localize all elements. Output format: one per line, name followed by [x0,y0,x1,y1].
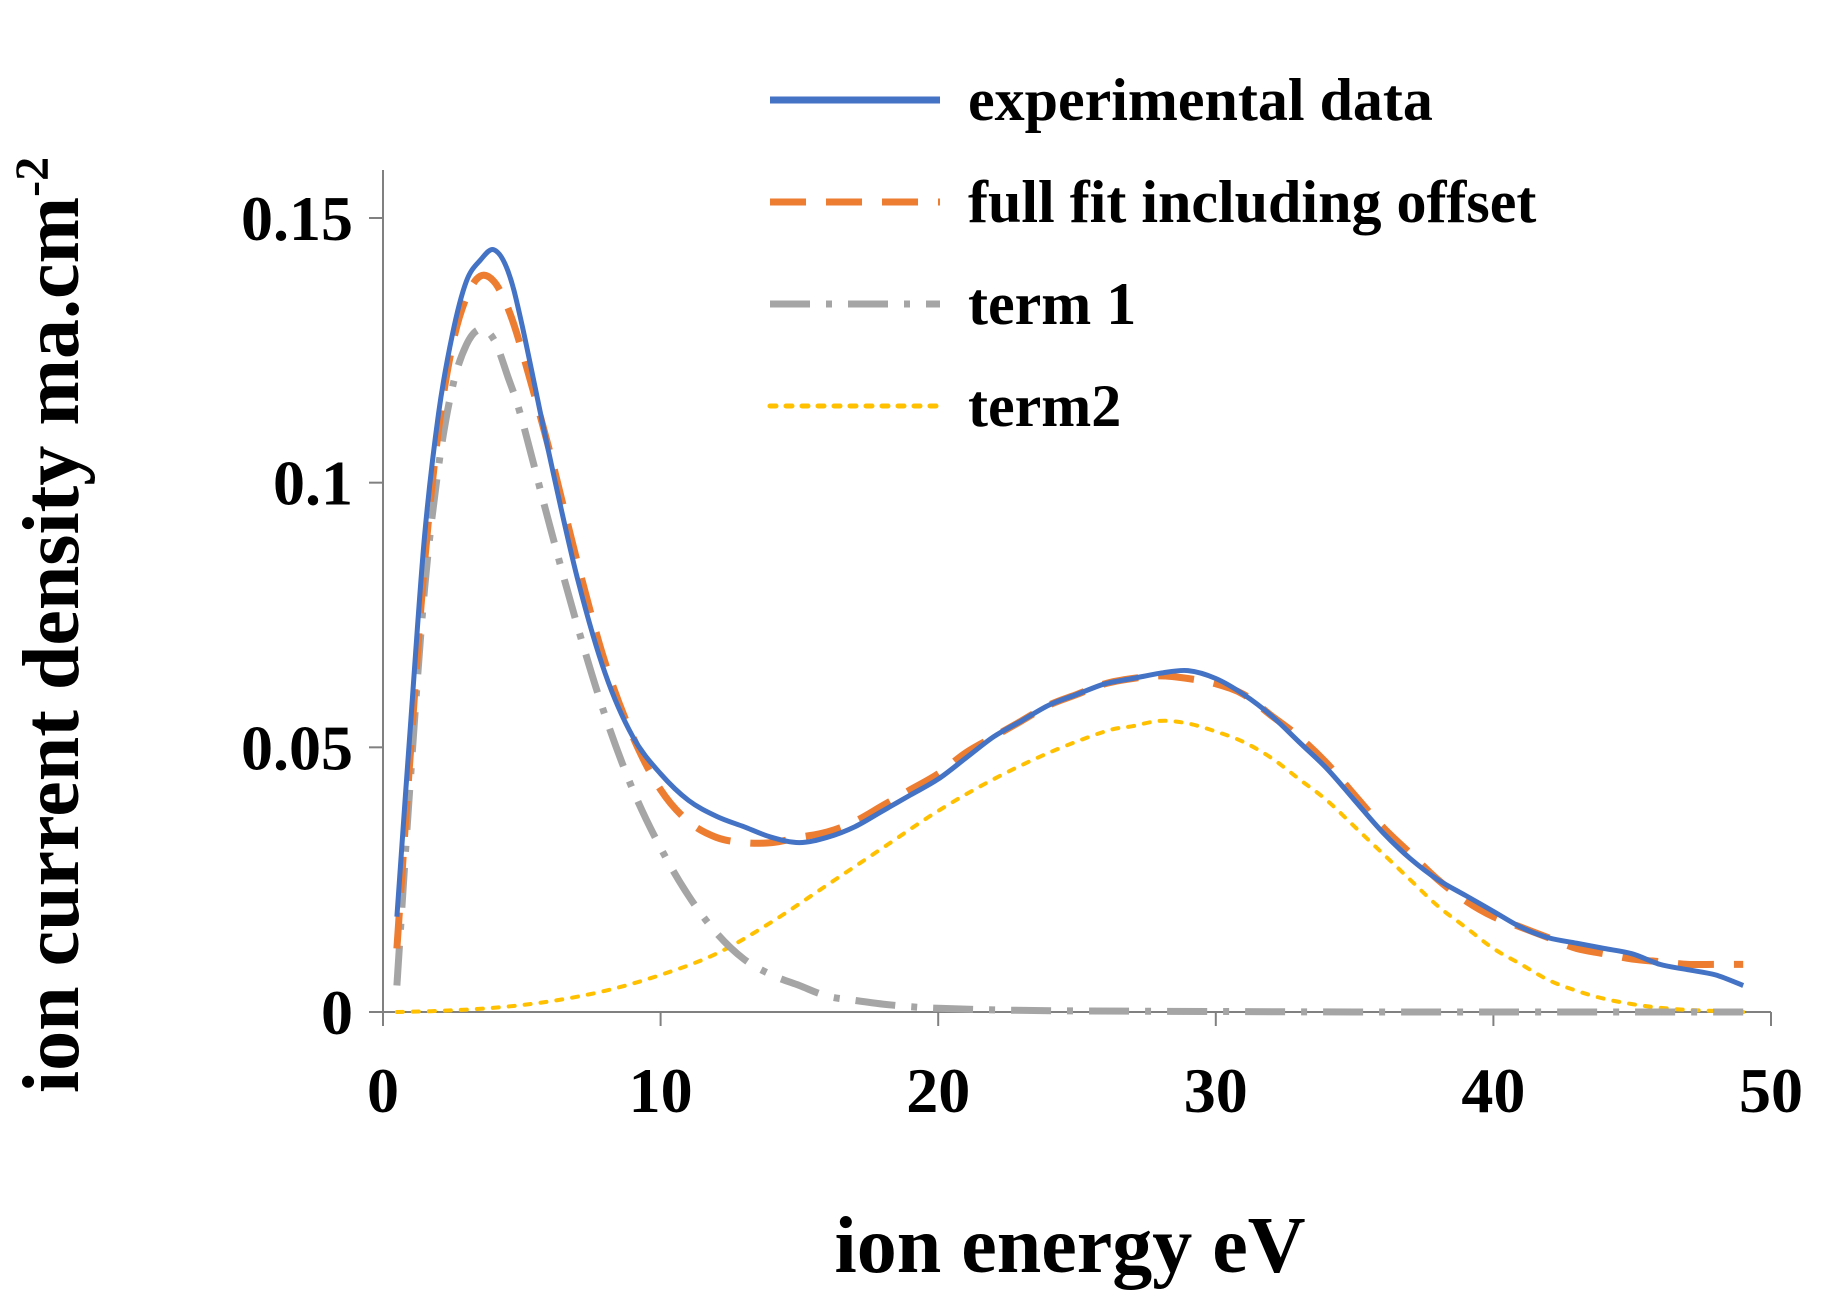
y-tick-label: 0.1 [273,448,353,519]
y-tick-label: 0.05 [241,712,353,783]
y-ticks: 0 0.05 0.1 0.15 [241,183,383,1048]
x-tick-label: 50 [1739,1055,1803,1126]
x-tick-label: 20 [906,1055,970,1126]
y-axis-title: ion current density ma.cm-2 [6,157,96,1093]
legend-label: term 1 [968,271,1136,337]
legend-label: full fit including offset [968,169,1536,235]
plot-series [393,247,1746,1016]
axes: 0 10 20 30 40 50 0 0.05 0.1 0.15 [241,170,1803,1126]
x-tick-label: 30 [1184,1055,1248,1126]
series-line-term-1 [393,325,1744,1016]
x-axis-title: ion energy eV [834,1202,1305,1290]
series-line-experimental-data [394,247,1745,988]
y-axis-title-superscript: -2 [6,157,59,197]
x-tick-label: 10 [629,1055,693,1126]
legend-label: experimental data [968,67,1433,133]
legend: experimental data full fit including offs… [767,67,1536,439]
x-ticks: 0 10 20 30 40 50 [367,1012,1803,1126]
y-tick-label: 0 [321,977,353,1048]
series-line-full-fit-including-offset [393,271,1744,969]
y-tick-label: 0.15 [241,183,353,254]
series-line-term2 [394,718,1746,1014]
x-tick-label: 0 [367,1055,399,1126]
x-tick-label: 40 [1461,1055,1525,1126]
legend-label: term2 [968,373,1121,439]
y-axis-title-main: ion current density ma.cm [8,197,96,1093]
